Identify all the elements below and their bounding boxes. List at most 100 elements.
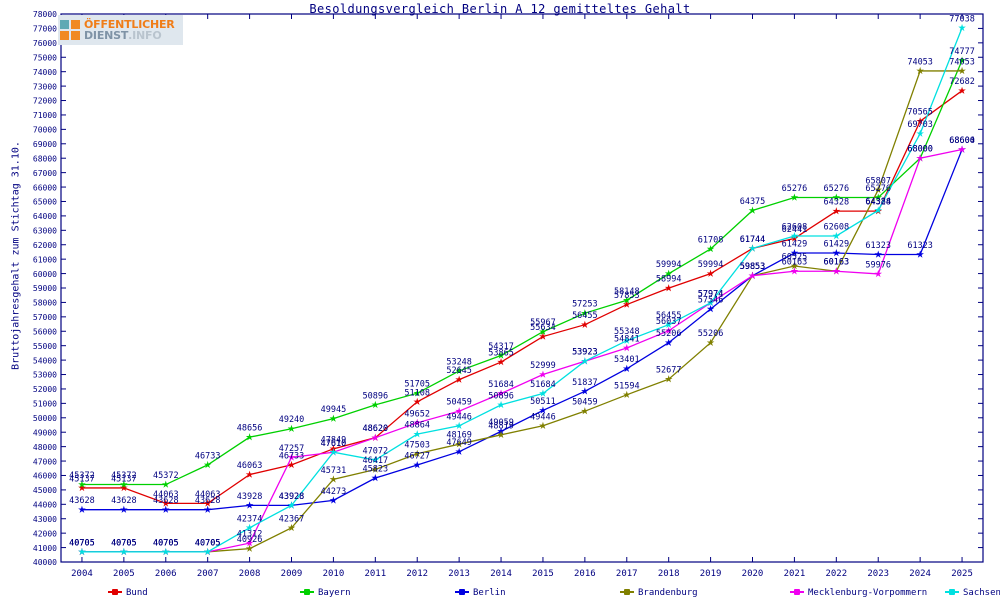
data-label: 56455: [572, 311, 598, 321]
data-label: 57853: [614, 291, 640, 301]
y-axis-tick-label: 56000: [33, 327, 57, 336]
data-label: 59853: [740, 262, 766, 272]
y-axis-tick-label: 68000: [33, 154, 57, 163]
legend-label: Bund: [126, 588, 148, 598]
data-label: 40705: [195, 538, 221, 548]
data-point-marker: [539, 406, 547, 414]
data-label: 56037: [656, 317, 682, 327]
data-label: 55967: [530, 318, 556, 328]
series-labels-mecklenburg-vorpommern: 40705 40705 40705 40705 41312 47257 47610 48620…: [69, 136, 975, 548]
data-label: 45372: [69, 471, 95, 481]
x-axis-tick-label: 2011: [364, 569, 386, 579]
data-label: 60163: [824, 258, 850, 268]
data-point-marker: [874, 193, 883, 201]
legend-item-bund: Bund: [108, 588, 148, 598]
x-axis-tick-label: 2009: [281, 569, 303, 579]
data-label: 57974: [698, 289, 724, 299]
data-label: 54841: [614, 334, 640, 344]
data-point-marker: [832, 231, 841, 240]
data-point-marker: [958, 66, 966, 75]
data-point-marker: [120, 480, 128, 488]
series-labels-bund: 45137 45137 44063 44063 46063 46733 47849 48620…: [69, 77, 975, 500]
y-axis-tick-label: 76000: [33, 39, 57, 48]
data-label: 58148: [614, 287, 640, 297]
data-point-marker: [413, 418, 422, 427]
data-label: 47849: [321, 435, 347, 445]
data-label: 62608: [824, 222, 850, 232]
legend-item-bayern: Bayern: [300, 588, 351, 598]
data-point-marker: [203, 460, 212, 469]
series-labels-sachsen: 40705 40705 40705 40705 42374 43928 47610 47072…: [69, 14, 975, 548]
data-label: 51684: [530, 380, 556, 390]
y-axis-tick-label: 54000: [33, 356, 57, 365]
data-label: 77038: [949, 14, 975, 24]
data-point-marker: [287, 460, 296, 469]
data-point-marker: [664, 284, 673, 292]
data-label: 45137: [69, 474, 95, 484]
data-point-marker: [664, 320, 673, 328]
data-point-marker: [664, 269, 673, 277]
data-label: 46063: [237, 461, 263, 471]
data-label: 40705: [153, 538, 179, 548]
data-label: 49652: [404, 409, 430, 419]
data-point-marker: [329, 414, 338, 422]
y-axis-tick-label: 46000: [33, 472, 57, 481]
data-label: 40705: [111, 538, 137, 548]
data-point-marker: [958, 86, 966, 94]
data-label: 65807: [865, 176, 891, 186]
legend-label: Bayern: [318, 588, 351, 598]
series-labels-berlin: 43628 43628 43628 43628 43928 43928 44273 45823…: [69, 136, 975, 506]
data-label: 46417: [363, 456, 389, 466]
data-point-marker: [413, 397, 422, 406]
data-label: 58994: [656, 275, 682, 285]
data-point-marker: [455, 447, 463, 455]
data-label: 49446: [446, 412, 472, 422]
data-label: 40705: [153, 538, 179, 548]
data-point-marker: [413, 430, 422, 438]
legend-item-mecklenburg-vorpommern: Mecklenburg-Vorpommern: [790, 588, 927, 598]
data-point-marker: [748, 271, 757, 279]
data-label: 47649: [446, 438, 472, 448]
y-axis-tick-label: 59000: [33, 284, 57, 293]
data-point-marker: [455, 407, 463, 415]
legend-label: Mecklenburg-Vorpommern: [808, 588, 928, 598]
data-label: 40705: [195, 538, 221, 548]
y-axis-tick-label: 55000: [33, 342, 57, 351]
data-label: 45372: [111, 471, 137, 481]
chart-title: Besoldungsvergleich Berlin A 12 gemittel…: [309, 2, 691, 16]
x-axis-tick-label: 2012: [406, 569, 428, 579]
x-axis-tick-label: 2022: [825, 569, 847, 579]
data-label: 51594: [614, 381, 640, 391]
data-label: 52677: [656, 366, 682, 376]
data-point-marker: [161, 499, 170, 507]
data-label: 49945: [321, 405, 347, 415]
data-label: 48656: [237, 424, 263, 434]
data-label: 43928: [237, 492, 263, 502]
x-axis-tick-label: 2025: [951, 569, 973, 579]
data-label: 40705: [111, 538, 137, 548]
data-point-marker: [245, 539, 254, 547]
data-label: 64384: [865, 197, 891, 207]
y-axis-tick-label: 71000: [33, 111, 57, 120]
x-axis-tick-label: 2008: [239, 569, 261, 579]
data-point-marker: [371, 400, 380, 409]
data-point-marker: [78, 480, 86, 488]
legend-label: Berlin: [473, 588, 506, 598]
data-label: 51705: [404, 380, 430, 390]
data-label: 44063: [153, 490, 179, 500]
data-label: 40705: [153, 538, 179, 548]
data-label: 48620: [363, 424, 389, 434]
y-axis-tick-label: 40000: [33, 558, 57, 567]
data-label: 43928: [279, 492, 305, 502]
data-label: 68000: [907, 145, 933, 155]
data-point-marker: [497, 358, 505, 366]
data-label: 40705: [111, 538, 137, 548]
data-point-marker: [455, 440, 463, 448]
data-point-marker: [832, 193, 841, 201]
data-point-marker: [413, 460, 422, 469]
data-point-marker: [622, 390, 631, 399]
data-point-marker: [78, 483, 86, 492]
data-label: 42367: [279, 514, 305, 524]
data-point-marker: [874, 206, 883, 214]
y-axis-tick-label: 62000: [33, 241, 57, 250]
